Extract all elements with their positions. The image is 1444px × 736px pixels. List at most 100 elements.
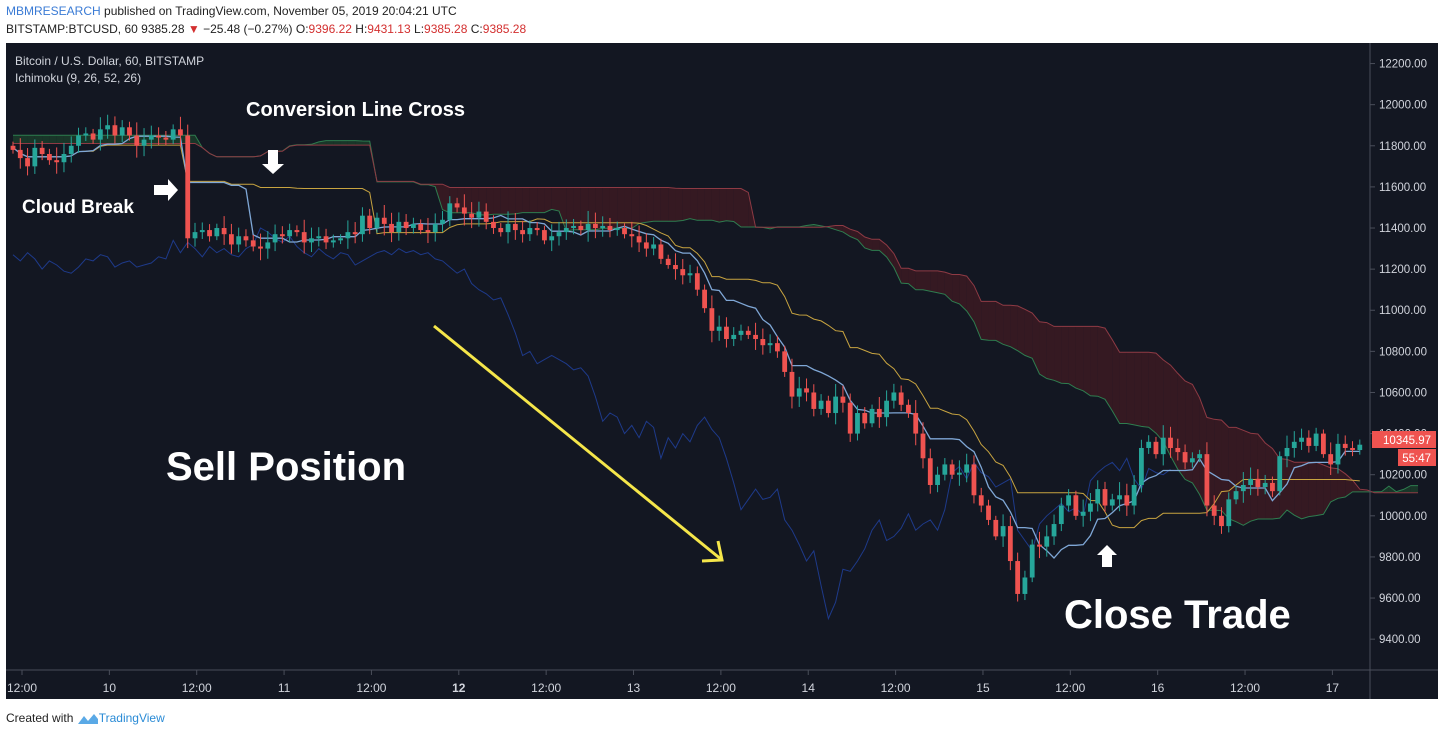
candle-body bbox=[112, 125, 118, 136]
chart-panel[interactable]: Bitcoin / U.S. Dollar, 60, BITSTAMP Ichi… bbox=[6, 43, 1438, 699]
candle-body bbox=[461, 207, 467, 214]
candle-body bbox=[1255, 478, 1261, 488]
candle-body bbox=[243, 236, 249, 241]
candle-body bbox=[411, 223, 416, 229]
candle-body bbox=[294, 230, 300, 233]
cloud-segment bbox=[42, 135, 50, 144]
candle-body bbox=[199, 230, 205, 233]
lagging-span-line bbox=[12, 227, 1171, 621]
candle-body bbox=[1139, 447, 1144, 485]
cloud-segment bbox=[1294, 462, 1302, 519]
cloud-segment bbox=[835, 225, 843, 232]
candle-body bbox=[1029, 544, 1035, 578]
candle-body bbox=[825, 400, 831, 414]
candle-body bbox=[1248, 478, 1253, 485]
cloud-segment bbox=[49, 135, 57, 144]
candle-body bbox=[1313, 433, 1319, 446]
cloud-segment bbox=[1032, 313, 1040, 374]
publisher-link[interactable]: MBMRESEARCH bbox=[6, 4, 101, 18]
cloud-segment bbox=[1265, 443, 1273, 520]
candle-body bbox=[789, 371, 795, 397]
candle-body bbox=[1102, 489, 1108, 506]
cloud-segment bbox=[1112, 339, 1120, 424]
cloud-segment bbox=[13, 135, 21, 144]
cloud-segment bbox=[588, 187, 596, 230]
candle-body bbox=[855, 413, 860, 434]
candle-body bbox=[665, 258, 671, 266]
indicator-label: Ichimoku (9, 26, 52, 26) bbox=[15, 71, 141, 85]
cloud-segment bbox=[573, 187, 581, 230]
cloud-segment bbox=[602, 187, 610, 229]
candle-body bbox=[1270, 482, 1275, 492]
candle-body bbox=[134, 135, 140, 146]
cloud-segment bbox=[697, 188, 705, 221]
cloud-segment bbox=[595, 187, 603, 230]
price-tick-label: 10200.00 bbox=[1379, 470, 1427, 482]
cloud-segment bbox=[646, 187, 654, 223]
cloud-segment bbox=[551, 187, 559, 212]
cloud-segment bbox=[1097, 326, 1105, 400]
cloud-segment bbox=[20, 135, 28, 144]
candle-body bbox=[316, 236, 322, 239]
cloud-segment bbox=[508, 187, 516, 215]
cloud-segment bbox=[988, 301, 996, 341]
time-tick-label: 13 bbox=[627, 681, 641, 695]
candle-body bbox=[1146, 441, 1152, 448]
change-arrow-icon: ▼ bbox=[187, 22, 200, 36]
cloud-segment bbox=[952, 274, 960, 304]
tradingview-brand[interactable]: TradingView bbox=[98, 711, 165, 725]
candle-body bbox=[949, 464, 955, 475]
cloud-segment bbox=[1316, 462, 1324, 516]
candle-body bbox=[432, 223, 438, 233]
candle-body bbox=[1160, 437, 1166, 455]
cloud-segment bbox=[122, 135, 130, 144]
time-tick-label: 12:00 bbox=[1230, 681, 1260, 695]
price-tick-label: 12000.00 bbox=[1379, 100, 1427, 112]
candle-body bbox=[1342, 443, 1348, 448]
last-price-box bbox=[1372, 431, 1436, 448]
candle-body bbox=[229, 234, 234, 245]
cloud-segment bbox=[930, 270, 938, 293]
candle-body bbox=[1233, 491, 1239, 500]
candle-body bbox=[301, 232, 307, 243]
down-arrow-icon bbox=[262, 150, 284, 174]
candle-body bbox=[607, 225, 613, 231]
cloud-segment bbox=[653, 187, 661, 222]
low-label: L: bbox=[414, 22, 425, 36]
candle-body bbox=[1328, 454, 1334, 465]
price-tick-label: 9400.00 bbox=[1379, 634, 1421, 646]
candle-body bbox=[221, 228, 227, 235]
candles bbox=[10, 114, 1363, 602]
candle-body bbox=[148, 135, 154, 140]
cloud-segment bbox=[340, 140, 348, 146]
chart-svg[interactable]: Bitcoin / U.S. Dollar, 60, BITSTAMP Ichi… bbox=[6, 43, 1438, 699]
candle-body bbox=[119, 127, 125, 136]
candle-body bbox=[898, 392, 904, 405]
published-text: published on TradingView.com, November 0… bbox=[100, 4, 457, 18]
close-trade-label: Close Trade bbox=[1064, 593, 1291, 637]
cloud-segment bbox=[34, 135, 43, 144]
candle-body bbox=[17, 149, 23, 159]
cloud-segment bbox=[609, 187, 618, 229]
candle-body bbox=[986, 505, 991, 520]
candle-body bbox=[1299, 437, 1304, 442]
cloud-segment bbox=[682, 188, 691, 221]
ohlc-bar: BITSTAMP:BTCUSD, 60 9385.28 ▼ −25.48 (−0… bbox=[6, 22, 526, 36]
conversion-cross-label: Conversion Line Cross bbox=[246, 99, 465, 121]
sell-position-label: Sell Position bbox=[166, 445, 406, 489]
cloud-segment bbox=[1243, 430, 1251, 526]
cloud-segment bbox=[1134, 352, 1142, 427]
candle-body bbox=[1335, 443, 1341, 465]
candle-body bbox=[352, 232, 358, 235]
countdown-box bbox=[1398, 449, 1436, 466]
candle-body bbox=[1088, 503, 1093, 512]
candle-body bbox=[840, 396, 846, 403]
candle-body bbox=[512, 223, 518, 231]
cloud-segment bbox=[1061, 326, 1069, 384]
candle-body bbox=[447, 203, 453, 220]
symbol-label: BITSTAMP:BTCUSD, 60 bbox=[6, 22, 138, 36]
candle-body bbox=[170, 129, 176, 140]
candle-body bbox=[185, 135, 191, 239]
price-tick-label: 11400.00 bbox=[1379, 223, 1426, 235]
time-tick-label: 12:00 bbox=[881, 681, 911, 695]
